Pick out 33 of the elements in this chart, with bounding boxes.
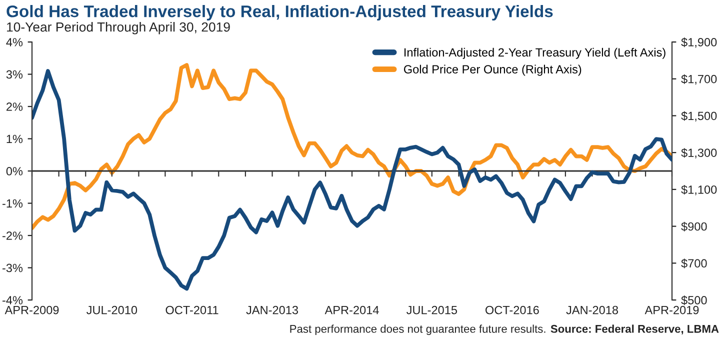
y-tick-label: 2% <box>6 102 23 111</box>
line-series <box>32 63 672 230</box>
y2-tick-label: $1,700 <box>681 74 717 85</box>
y-tick-label: -4% <box>2 296 23 304</box>
text: Past performance does not guarantee future results. <box>290 324 546 335</box>
chart-subtitle: 10-Year Period Through April 30, 2019 <box>7 22 230 34</box>
source-note: Source: Federal Reserve, LBMA <box>550 324 719 334</box>
x-tick-label: OCT-2016 <box>486 306 539 314</box>
y2-tick-label: $1,900 <box>681 38 717 48</box>
legend-label: Inflation-Adjusted 2-Year Treasury Yield (Left Axis) <box>404 48 666 59</box>
y-tick-label: 4% <box>6 38 23 46</box>
x-tick-label: JAN-2013 <box>246 306 298 314</box>
x-tick-label: OCT-2011 <box>166 306 218 314</box>
y2-tick-label: $1,500 <box>681 111 717 122</box>
y2-tick-label: $1,100 <box>681 184 717 196</box>
y-tick-label: -3% <box>2 264 23 272</box>
legend-label: Gold Price Per Ounce (Right Axis) <box>404 64 582 76</box>
x-tick-label: APR-2014 <box>324 306 379 314</box>
y2-tick-label: $700 <box>681 258 707 268</box>
y2-tick-label: $500 <box>681 296 707 306</box>
y2-tick-label: $1,300 <box>681 148 717 158</box>
y-tick-label: -1% <box>2 199 23 208</box>
y-tick-label: 0% <box>6 167 23 176</box>
x-tick-label: JUL-2015 <box>406 306 458 314</box>
y2-tick-label: $900 <box>681 222 707 232</box>
x-tick-label: JUL-2010 <box>86 306 138 314</box>
y-tick-label: 3% <box>6 70 23 79</box>
chart-title: Gold Has Traded Inversely to Real, Inflation-Adjusted Treasury Yields <box>6 5 553 21</box>
x-tick-label: APR-2009 <box>4 306 59 314</box>
y-tick-label: 1% <box>6 134 23 144</box>
y-tick-label: -2% <box>2 232 23 240</box>
x-tick-label: JAN-2018 <box>566 306 618 314</box>
x-tick-label: APR-2019 <box>644 306 699 314</box>
